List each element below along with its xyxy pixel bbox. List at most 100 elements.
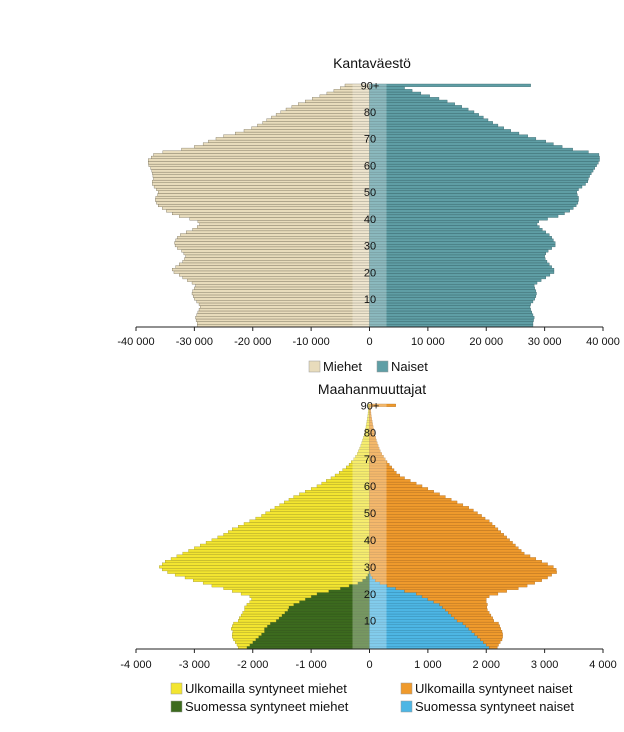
bar-ulkomailla-miehet-age-28 bbox=[167, 570, 370, 574]
bar-naiset-age-50 bbox=[369, 190, 577, 194]
bar-miehet-age-8 bbox=[198, 302, 370, 306]
bar-ulkomailla-naiset-age-15 bbox=[442, 605, 487, 609]
kantavaesto-x-tick-label: 10 000 bbox=[411, 336, 445, 348]
bar-ulkomailla-naiset-age-4 bbox=[477, 635, 503, 639]
bar-ulkomailla-naiset-age-17 bbox=[433, 600, 487, 604]
bar-naiset-age-74 bbox=[369, 126, 504, 130]
bar-ulkomailla-miehet-age-30 bbox=[159, 565, 370, 569]
maahanmuuttajat-x-tick-label: -1 000 bbox=[296, 659, 327, 671]
bar-ulkomailla-miehet-age-2 bbox=[235, 640, 253, 644]
bar-naiset-age-11 bbox=[369, 294, 537, 298]
bar-naiset-age-37 bbox=[369, 225, 540, 229]
maahanmuuttajat-age-label-50: 50 bbox=[364, 508, 376, 520]
bar-naiset-age-63 bbox=[369, 155, 600, 159]
bar-naiset-age-28 bbox=[369, 249, 549, 253]
bar-ulkomailla-miehet-age-13 bbox=[242, 611, 286, 615]
bar-ulkomailla-miehet-age-7 bbox=[231, 627, 265, 631]
maahanmuuttajat-age-label-30: 30 bbox=[364, 562, 376, 574]
bar-naiset-age-61 bbox=[369, 161, 599, 165]
bar-naiset-age-53 bbox=[369, 182, 586, 186]
bar-miehet-age-27 bbox=[183, 252, 370, 256]
bar-naiset-age-67 bbox=[369, 145, 563, 149]
bar-ulkomailla-naiset-age-22 bbox=[395, 586, 519, 590]
bar-ulkomailla-miehet-age-46 bbox=[243, 522, 370, 526]
bar-ulkomailla-naiset-age-19 bbox=[421, 595, 490, 598]
bar-miehet-age-74 bbox=[251, 126, 370, 130]
bar-miehet-age-50 bbox=[158, 190, 370, 194]
bar-miehet-age-1 bbox=[197, 321, 370, 325]
bar-miehet-age-25 bbox=[184, 257, 370, 261]
bar-ulkomailla-naiset-age-8 bbox=[465, 624, 500, 628]
bar-ulkomailla-naiset-age-30 bbox=[369, 565, 554, 569]
bar-ulkomailla-naiset-age-9 bbox=[462, 621, 499, 625]
kantavaesto-age-label-50: 50 bbox=[364, 187, 376, 199]
bar-miehet-age-52 bbox=[153, 185, 370, 189]
bar-ulkomailla-naiset-age-26 bbox=[372, 576, 548, 580]
maahanmuuttajat-age-label-70: 70 bbox=[364, 454, 376, 466]
maahanmuuttajat-x-tick-label: -4 000 bbox=[120, 659, 151, 671]
bar-suomessa-naiset-age-2 bbox=[369, 640, 484, 644]
bar-miehet-age-17 bbox=[187, 278, 370, 282]
bar-suomessa-miehet-age-1 bbox=[249, 643, 370, 647]
bar-ulkomailla-naiset-age-2 bbox=[483, 640, 501, 644]
bar-ulkomailla-naiset-age-42 bbox=[369, 533, 504, 537]
bar-naiset-age-14 bbox=[369, 286, 535, 290]
legend-label-naiset: Naiset bbox=[391, 359, 428, 374]
bar-miehet-age-71 bbox=[223, 134, 370, 138]
bar-ulkomailla-miehet-age-25 bbox=[193, 578, 363, 582]
bar-ulkomailla-naiset-age-48 bbox=[369, 516, 486, 520]
bar-miehet-age-37 bbox=[197, 225, 370, 229]
bar-ulkomailla-miehet-age-35 bbox=[182, 551, 370, 555]
bar-naiset-age-18 bbox=[369, 276, 546, 280]
bar-naiset-age-71 bbox=[369, 134, 528, 138]
bar-miehet-age-26 bbox=[185, 254, 370, 258]
legend-label-suomessa-miehet: Suomessa syntyneet miehet bbox=[185, 699, 349, 714]
bar-miehet-age-35 bbox=[186, 230, 370, 234]
bar-miehet-age-16 bbox=[191, 281, 370, 285]
bar-ulkomailla-naiset-age-27 bbox=[370, 573, 552, 577]
bar-ulkomailla-miehet-age-23 bbox=[211, 584, 350, 588]
kantavaesto-x-tick-label: 30 000 bbox=[528, 336, 562, 348]
bar-ulkomailla-naiset-age-34 bbox=[369, 554, 531, 558]
bar-suomessa-miehet-age-2 bbox=[252, 640, 370, 644]
bar-ulkomailla-miehet-age-17 bbox=[249, 600, 300, 604]
bar-miehet-age-70 bbox=[215, 137, 370, 141]
kantavaesto-x-tick-label: -10 000 bbox=[292, 336, 329, 348]
bar-miehet-age-56 bbox=[152, 174, 370, 178]
bar-ulkomailla-miehet-age-4 bbox=[232, 635, 259, 639]
kantavaesto-x-tick-label: -30 000 bbox=[176, 336, 213, 348]
bar-ulkomailla-naiset-age-40 bbox=[369, 538, 510, 542]
bar-miehet-age-43 bbox=[166, 209, 370, 213]
bar-naiset-age-43 bbox=[369, 209, 570, 213]
bar-miehet-age-18 bbox=[182, 276, 370, 280]
bar-naiset-age-70 bbox=[369, 137, 537, 141]
bar-miehet-age-51 bbox=[156, 187, 370, 191]
bar-naiset-age-59 bbox=[369, 166, 596, 170]
bar-miehet-age-38 bbox=[199, 222, 370, 226]
legend-label-ulkomailla-miehet: Ulkomailla syntyneet miehet bbox=[185, 681, 347, 696]
bar-miehet-age-9 bbox=[196, 300, 370, 304]
bar-miehet-age-47 bbox=[155, 198, 370, 202]
bar-ulkomailla-naiset-age-44 bbox=[369, 527, 499, 531]
bar-miehet-age-33 bbox=[177, 236, 370, 240]
bar-ulkomailla-naiset-age-39 bbox=[369, 541, 513, 545]
bar-ulkomailla-naiset-age-1 bbox=[486, 643, 499, 647]
bar-ulkomailla-naiset-age-13 bbox=[448, 611, 490, 615]
bar-ulkomailla-naiset-age-31 bbox=[369, 562, 548, 566]
bar-ulkomailla-naiset-age-32 bbox=[369, 560, 542, 563]
bar-ulkomailla-miehet-age-16 bbox=[246, 603, 294, 607]
bar-miehet-age-23 bbox=[179, 262, 370, 266]
bar-naiset-age-16 bbox=[369, 281, 538, 285]
bar-ulkomailla-miehet-age-45 bbox=[238, 525, 370, 528]
bar-ulkomailla-miehet-age-24 bbox=[202, 581, 358, 585]
kantavaesto-chart: 10 20 30 40 50 60 70 80 90+ -40 000 -30 000 -20 000… bbox=[117, 80, 619, 348]
bar-naiset-age-52 bbox=[369, 185, 583, 189]
maahanmuuttajat-age-label-60: 60 bbox=[364, 481, 376, 493]
bar-ulkomailla-miehet-age-34 bbox=[176, 554, 370, 558]
bar-naiset-age-36 bbox=[369, 228, 543, 232]
bar-miehet-age-36 bbox=[192, 228, 370, 232]
maahanmuuttajat-x-tick-label: -3 000 bbox=[179, 659, 210, 671]
legend-label-ulkomailla-naiset: Ulkomailla syntyneet naiset bbox=[415, 681, 573, 696]
bar-naiset-age-38 bbox=[369, 222, 538, 226]
